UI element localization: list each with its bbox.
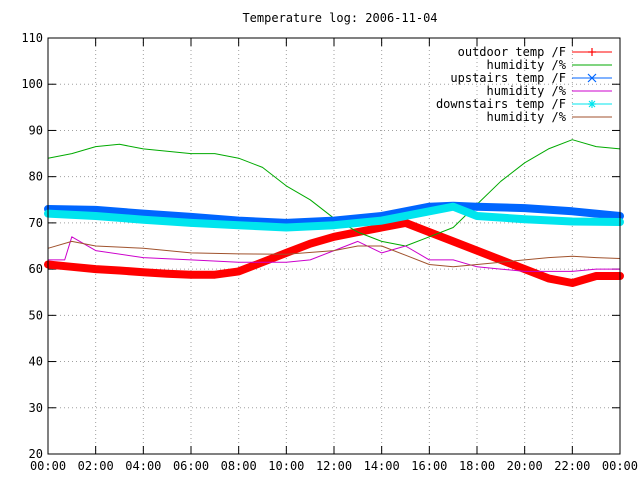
- y-tick-label: 50: [29, 308, 43, 322]
- series-line-1: [44, 218, 624, 287]
- y-tick-label: 70: [29, 216, 43, 230]
- y-tick-label: 40: [29, 355, 43, 369]
- x-tick-label: 08:00: [221, 459, 257, 473]
- series-line-6: [47, 240, 621, 268]
- x-tick-label: 00:00: [30, 459, 66, 473]
- legend-marker-plus: [588, 48, 596, 56]
- x-tick-label: 00:00: [602, 459, 638, 473]
- x-tick-label: 22:00: [554, 459, 590, 473]
- y-tick-label: 100: [21, 77, 43, 91]
- chart-title: Temperature log: 2006-11-04: [242, 11, 437, 25]
- legend-label-4: humidity /%: [487, 84, 567, 98]
- y-tick-label: 20: [29, 447, 43, 461]
- y-tick-label: 80: [29, 170, 43, 184]
- y-tick-label: 90: [29, 123, 43, 137]
- series-line-5: [44, 202, 624, 232]
- legend-label-2: humidity /%: [487, 58, 567, 72]
- y-tick-label: 110: [21, 31, 43, 45]
- series-line-4: [47, 236, 621, 272]
- x-tick-label: 16:00: [411, 459, 447, 473]
- series-line-3: [44, 201, 624, 227]
- legend-marker-star: [588, 100, 596, 108]
- x-tick-label: 04:00: [125, 459, 161, 473]
- x-tick-label: 02:00: [78, 459, 114, 473]
- x-tick-label: 20:00: [507, 459, 543, 473]
- x-tick-label: 06:00: [173, 459, 209, 473]
- x-tick-label: 10:00: [268, 459, 304, 473]
- y-tick-label: 60: [29, 262, 43, 276]
- series-lines: [44, 139, 624, 287]
- x-tick-label: 12:00: [316, 459, 352, 473]
- legend-label-3: upstairs temp /F: [450, 71, 566, 85]
- plot-frame: [47, 37, 621, 455]
- legend-label-5: downstairs temp /F: [436, 97, 566, 111]
- x-tick-label: 18:00: [459, 459, 495, 473]
- legend-label-6: humidity /%: [487, 110, 567, 124]
- legend-label-1: outdoor temp /F: [458, 45, 566, 59]
- legend-marker-cross: [587, 73, 597, 83]
- x-tick-label: 14:00: [364, 459, 400, 473]
- y-tick-label: 30: [29, 401, 43, 415]
